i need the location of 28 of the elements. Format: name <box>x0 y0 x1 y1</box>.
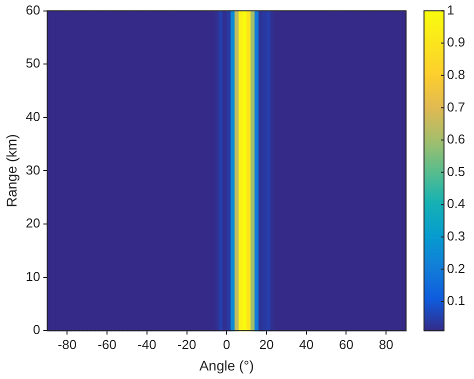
x-tick-label: -80 <box>58 336 77 352</box>
color-bar-label: 0.6 <box>447 132 466 147</box>
color-bar-label: 0.9 <box>447 34 466 50</box>
color-bar-label: 0.5 <box>447 164 466 179</box>
y-axis-title: Range (km) <box>3 134 20 208</box>
color-bar-label: 0.8 <box>447 66 466 82</box>
x-tick-label: -60 <box>98 336 116 352</box>
y-tick-label: 30 <box>26 162 40 178</box>
x-tick-label: 80 <box>378 336 394 352</box>
x-tick-label: 20 <box>259 336 274 352</box>
color-bar-label: 1 <box>447 2 454 18</box>
color-bar-label: 0.3 <box>447 228 466 244</box>
y-tick-label: 50 <box>26 56 40 71</box>
color-bar-label: 0.4 <box>447 196 466 212</box>
x-axis-title: Angle (°) <box>199 357 254 374</box>
x-tick-label: 0 <box>223 336 230 352</box>
y-tick-label: 10 <box>26 268 40 284</box>
y-tick-label: 60 <box>26 2 40 18</box>
color-bar-label: 0.7 <box>447 99 466 114</box>
y-tick-label: 0 <box>33 322 40 338</box>
y-tick-label: 20 <box>26 216 40 231</box>
y-tick-label: 40 <box>26 108 40 124</box>
color-bar-label: 0.2 <box>447 260 466 276</box>
color-bar-label: 0.1 <box>447 293 466 308</box>
x-tick-label: 60 <box>338 336 354 352</box>
x-tick-label: -20 <box>177 336 196 352</box>
x-tick-label: -40 <box>138 336 156 352</box>
x-tick-label: 40 <box>299 336 314 352</box>
